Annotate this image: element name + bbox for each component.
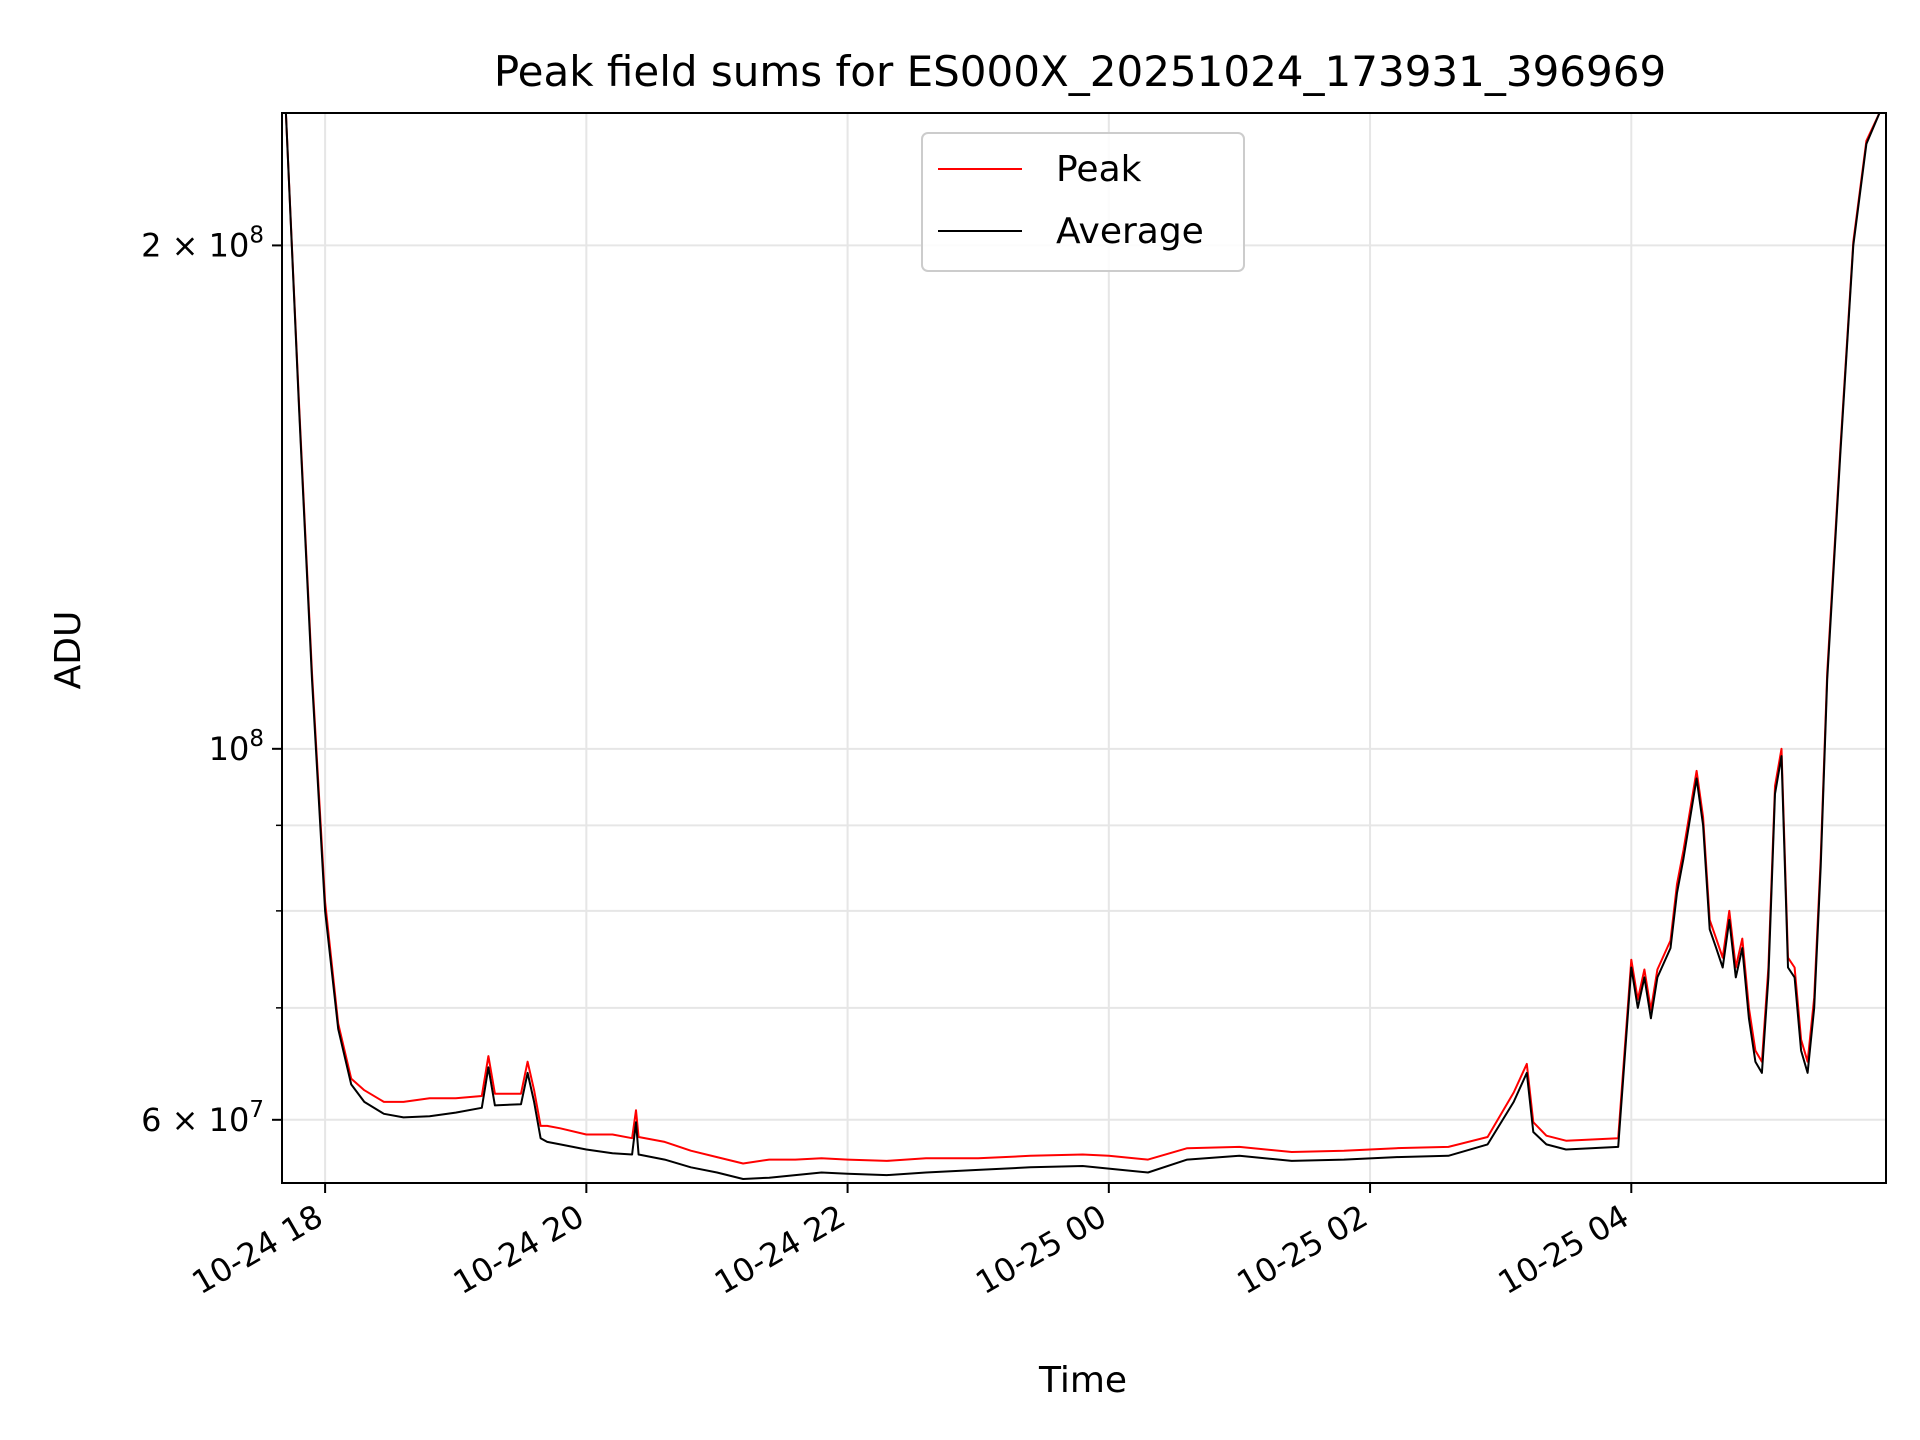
chart-title: Peak field sums for ES000X_20251024_1739… (494, 47, 1666, 96)
y-axis-label: ADU (48, 611, 89, 690)
y-tick-label: 2 × 108 (141, 222, 264, 264)
y-tick-label: 108 (209, 726, 264, 768)
series-group (284, 113, 1886, 1180)
legend-box (921, 132, 1245, 272)
grid (282, 113, 1886, 1183)
legend: Peak Average (921, 132, 1245, 272)
legend-label-peak: Peak (1056, 149, 1142, 190)
series-line-average (284, 113, 1886, 1180)
plot-frame (281, 112, 1887, 1184)
y-tick-label: 6 × 107 (141, 1097, 264, 1139)
x-axis-label: Time (1038, 1360, 1127, 1401)
legend-label-average: Average (1056, 211, 1204, 252)
